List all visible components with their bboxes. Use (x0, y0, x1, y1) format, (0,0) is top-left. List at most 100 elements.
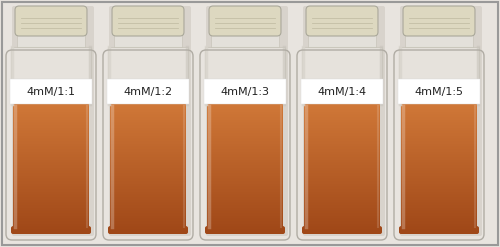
FancyBboxPatch shape (207, 183, 283, 185)
FancyBboxPatch shape (110, 223, 186, 226)
FancyBboxPatch shape (304, 167, 380, 170)
FancyBboxPatch shape (306, 6, 378, 36)
FancyBboxPatch shape (110, 146, 186, 149)
FancyBboxPatch shape (13, 105, 89, 107)
FancyBboxPatch shape (401, 118, 477, 120)
FancyBboxPatch shape (304, 158, 380, 160)
FancyBboxPatch shape (13, 214, 89, 216)
FancyBboxPatch shape (401, 158, 477, 160)
FancyBboxPatch shape (401, 129, 477, 131)
FancyBboxPatch shape (304, 159, 380, 162)
FancyBboxPatch shape (304, 121, 380, 123)
FancyBboxPatch shape (304, 108, 380, 110)
FancyBboxPatch shape (109, 6, 191, 236)
FancyBboxPatch shape (401, 206, 477, 208)
FancyBboxPatch shape (110, 154, 186, 157)
FancyBboxPatch shape (401, 121, 477, 123)
FancyBboxPatch shape (13, 210, 89, 213)
FancyBboxPatch shape (304, 143, 380, 145)
FancyBboxPatch shape (13, 164, 89, 166)
FancyBboxPatch shape (401, 175, 477, 178)
Text: 4mM/1:4: 4mM/1:4 (318, 86, 366, 97)
FancyBboxPatch shape (13, 121, 89, 123)
FancyBboxPatch shape (110, 134, 186, 136)
FancyBboxPatch shape (110, 188, 186, 190)
FancyBboxPatch shape (207, 194, 283, 197)
FancyBboxPatch shape (207, 191, 283, 194)
FancyBboxPatch shape (401, 180, 477, 182)
FancyBboxPatch shape (207, 204, 283, 206)
FancyBboxPatch shape (304, 124, 380, 126)
FancyBboxPatch shape (110, 222, 186, 224)
FancyBboxPatch shape (110, 121, 186, 123)
FancyBboxPatch shape (207, 215, 283, 218)
FancyBboxPatch shape (110, 113, 186, 115)
FancyBboxPatch shape (304, 226, 380, 229)
FancyBboxPatch shape (13, 135, 89, 138)
FancyBboxPatch shape (401, 210, 477, 213)
FancyBboxPatch shape (304, 180, 380, 182)
FancyBboxPatch shape (207, 225, 283, 227)
FancyBboxPatch shape (304, 191, 380, 194)
FancyBboxPatch shape (401, 162, 477, 165)
FancyBboxPatch shape (304, 146, 380, 149)
FancyBboxPatch shape (13, 111, 89, 114)
FancyBboxPatch shape (13, 132, 89, 134)
FancyBboxPatch shape (110, 103, 186, 106)
FancyBboxPatch shape (304, 132, 380, 134)
FancyBboxPatch shape (207, 119, 283, 122)
FancyBboxPatch shape (110, 199, 186, 202)
FancyBboxPatch shape (13, 186, 89, 189)
FancyBboxPatch shape (110, 170, 186, 173)
FancyBboxPatch shape (13, 158, 89, 160)
FancyBboxPatch shape (13, 180, 89, 182)
FancyBboxPatch shape (401, 222, 477, 224)
FancyBboxPatch shape (401, 113, 477, 115)
FancyBboxPatch shape (207, 210, 283, 213)
FancyBboxPatch shape (207, 209, 283, 211)
FancyBboxPatch shape (207, 226, 283, 229)
FancyBboxPatch shape (110, 116, 186, 118)
FancyBboxPatch shape (13, 222, 89, 224)
FancyBboxPatch shape (304, 162, 380, 165)
FancyBboxPatch shape (13, 108, 89, 110)
FancyBboxPatch shape (400, 6, 482, 236)
FancyBboxPatch shape (110, 123, 186, 125)
FancyBboxPatch shape (13, 106, 89, 109)
FancyBboxPatch shape (207, 114, 283, 117)
FancyBboxPatch shape (114, 32, 182, 47)
FancyBboxPatch shape (207, 220, 283, 222)
FancyBboxPatch shape (304, 201, 380, 203)
FancyBboxPatch shape (304, 161, 380, 163)
FancyBboxPatch shape (110, 217, 186, 219)
FancyBboxPatch shape (207, 116, 283, 118)
FancyBboxPatch shape (207, 135, 283, 138)
FancyBboxPatch shape (110, 126, 186, 128)
FancyBboxPatch shape (207, 174, 283, 176)
FancyBboxPatch shape (401, 108, 477, 110)
FancyBboxPatch shape (401, 151, 477, 154)
FancyBboxPatch shape (207, 123, 283, 125)
FancyBboxPatch shape (110, 119, 186, 122)
FancyBboxPatch shape (204, 79, 286, 104)
FancyBboxPatch shape (401, 110, 477, 112)
FancyBboxPatch shape (401, 103, 477, 106)
FancyBboxPatch shape (304, 210, 380, 213)
FancyBboxPatch shape (13, 138, 89, 141)
FancyBboxPatch shape (207, 145, 283, 147)
FancyBboxPatch shape (304, 127, 380, 130)
FancyBboxPatch shape (304, 209, 380, 211)
FancyBboxPatch shape (399, 47, 479, 79)
FancyBboxPatch shape (13, 198, 89, 200)
FancyBboxPatch shape (207, 188, 283, 190)
FancyBboxPatch shape (110, 114, 186, 117)
FancyBboxPatch shape (304, 212, 380, 214)
FancyBboxPatch shape (207, 132, 283, 134)
FancyBboxPatch shape (110, 193, 186, 195)
FancyBboxPatch shape (207, 207, 283, 210)
FancyBboxPatch shape (401, 126, 477, 128)
FancyBboxPatch shape (304, 118, 380, 120)
FancyBboxPatch shape (207, 129, 283, 131)
FancyBboxPatch shape (401, 228, 477, 230)
FancyBboxPatch shape (207, 126, 283, 128)
